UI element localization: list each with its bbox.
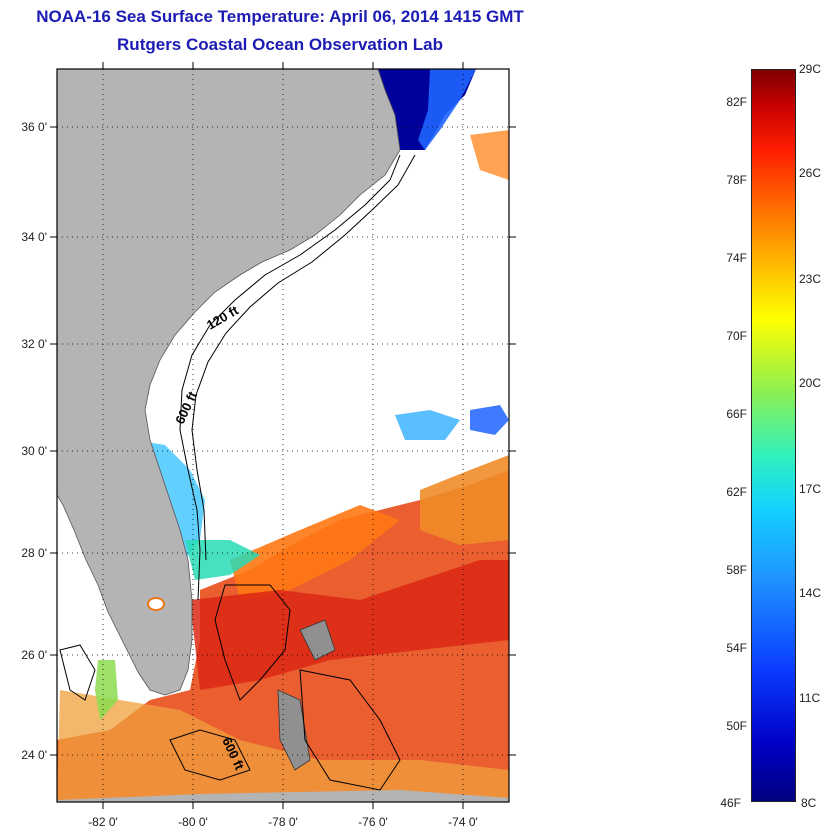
- lon-label: -74 0': [448, 815, 478, 829]
- contour-120ft: [179, 154, 401, 601]
- colorbar-c-label: 14C: [799, 586, 822, 600]
- lon-label: -78 0': [268, 815, 298, 829]
- colorbar-f-label: 70F: [726, 329, 747, 343]
- lat-label: 34 0': [21, 230, 47, 244]
- colorbar-c-label: 8C: [801, 796, 817, 810]
- sst-warm-region: [57, 455, 509, 802]
- colorbar-c-label: 26C: [799, 166, 822, 180]
- colorbar-c-label: 29C: [799, 62, 822, 76]
- colorbar-f-label: 58F: [726, 563, 747, 577]
- contour-label: 600 ft: [172, 389, 200, 427]
- colorbar-f-label: 50F: [726, 719, 747, 733]
- land-mass: [57, 69, 401, 696]
- colorbar-f-label: 78F: [726, 173, 747, 187]
- lat-label: 30 0': [21, 444, 47, 458]
- contour-600ft: [191, 154, 416, 561]
- colorbar-f-label: 82F: [726, 95, 747, 109]
- colorbar-c-label: 11C: [799, 691, 821, 705]
- colorbar-c-label: 23C: [799, 272, 822, 286]
- lat-label: 32 0': [21, 337, 47, 351]
- tick-marks: [50, 62, 516, 809]
- lon-label: -82 0': [88, 815, 118, 829]
- graticule: [57, 69, 509, 802]
- lat-label: 24 0': [21, 748, 47, 762]
- colorbar-c-label: 17C: [799, 482, 822, 496]
- map-title: NOAA-16 Sea Surface Temperature: April 0…: [36, 7, 524, 26]
- colorbar-f-label: 66F: [726, 407, 747, 421]
- colorbar-f-label: 62F: [726, 485, 747, 499]
- lat-label: 26 0': [21, 648, 47, 662]
- lat-label: 36 0': [21, 120, 47, 134]
- colorbar-f-label: 74F: [726, 251, 747, 265]
- temperature-colorbar: [751, 69, 796, 802]
- lon-label: -80 0': [178, 815, 208, 829]
- contour-label: 120 ft: [204, 302, 241, 332]
- lat-label: 28 0': [21, 546, 47, 560]
- colorbar-c-label: 20C: [799, 376, 822, 390]
- colorbar-f-label: 46F: [720, 796, 741, 810]
- lon-label: -76 0': [358, 815, 388, 829]
- colorbar-f-label: 54F: [726, 641, 747, 655]
- map-subtitle: Rutgers Coastal Ocean Observation Lab: [117, 35, 443, 54]
